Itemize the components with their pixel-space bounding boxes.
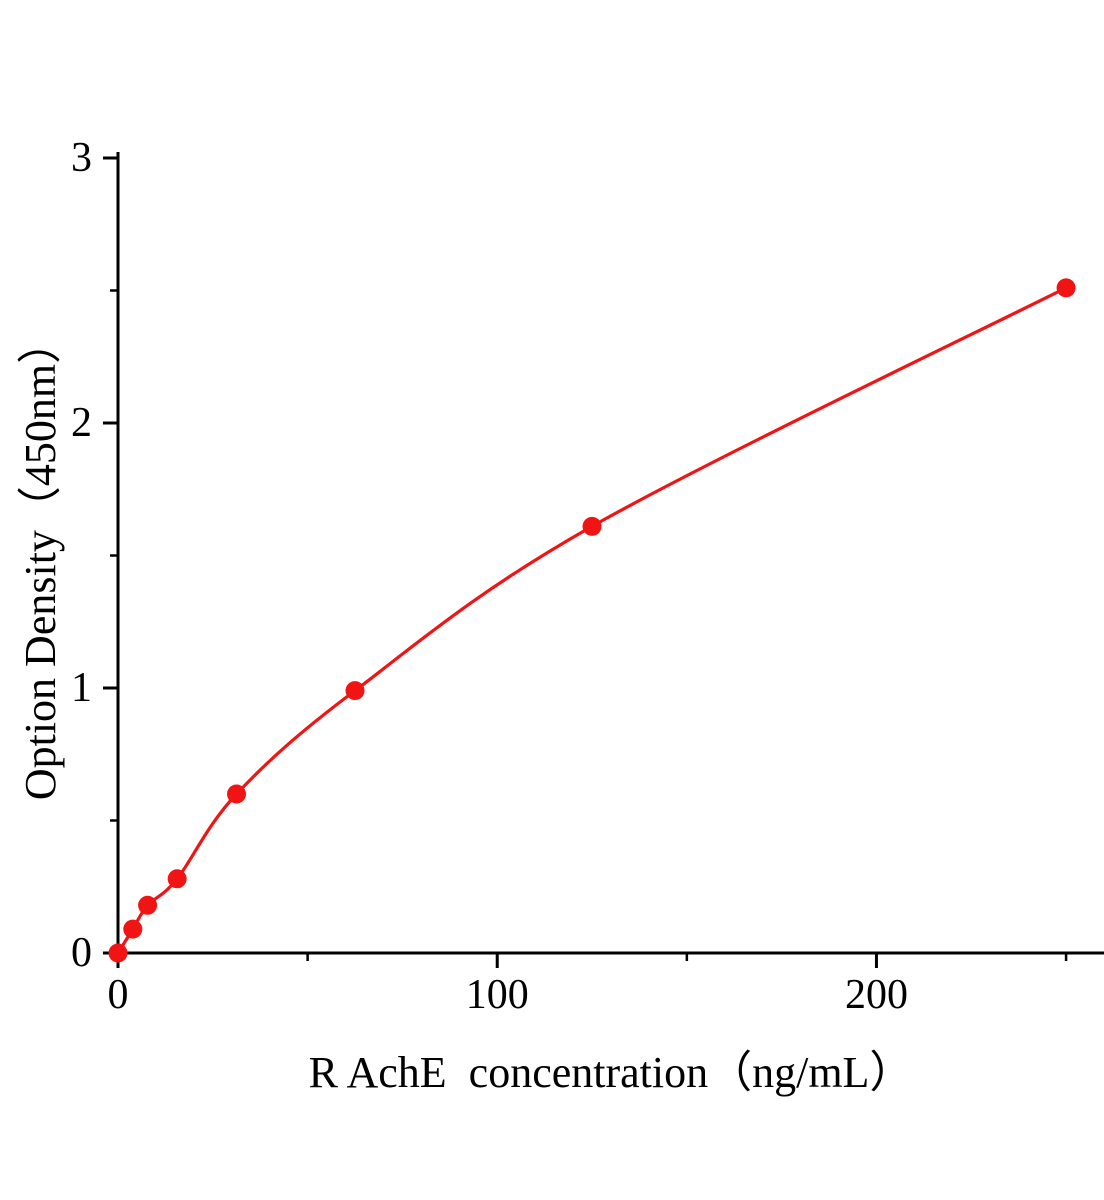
fit-curve	[116, 286, 1068, 955]
y-tick-label: 1	[71, 665, 92, 711]
x-tick-label: 0	[108, 972, 129, 1018]
x-axis-label: R AchE concentration（ng/mL）	[308, 1048, 914, 1097]
data-point	[123, 919, 143, 939]
x-tick-label: 200	[845, 972, 908, 1018]
y-tick-label: 3	[71, 135, 92, 181]
data-point	[138, 895, 158, 915]
y-tick-label: 0	[71, 930, 92, 976]
data-point	[167, 869, 187, 889]
data-point	[1056, 278, 1076, 298]
x-tick-label: 100	[466, 972, 529, 1018]
data-point	[582, 516, 602, 536]
data-point	[345, 681, 365, 701]
y-axis-label: Option Density（450nm）	[16, 319, 65, 801]
y-tick-label: 2	[71, 400, 92, 446]
data-point	[227, 784, 247, 804]
data-point	[108, 943, 128, 963]
